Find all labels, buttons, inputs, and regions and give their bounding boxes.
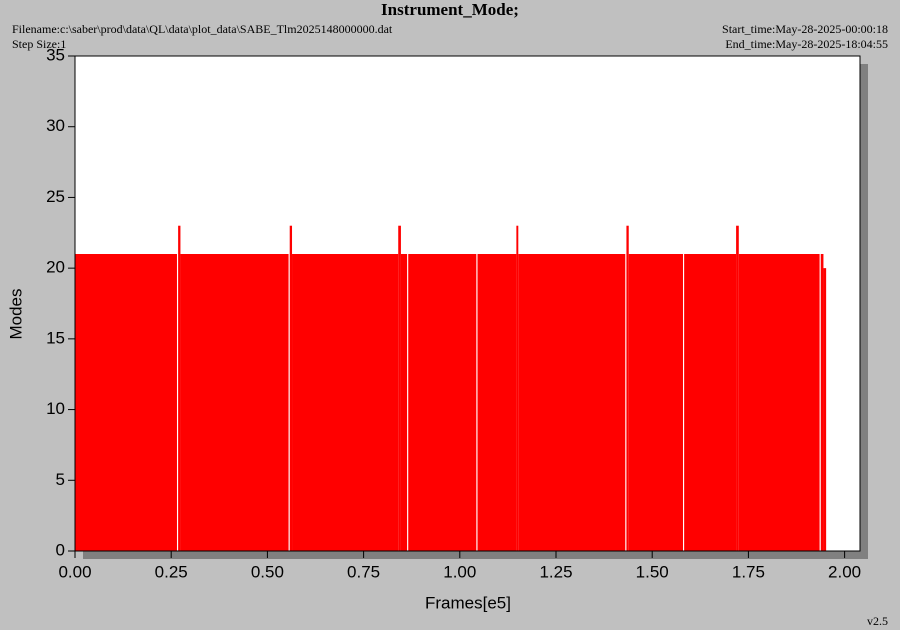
x-tick-label: 1.00: [443, 562, 476, 581]
x-tick-label: 2.00: [828, 562, 861, 581]
area-step: [398, 225, 401, 551]
area-step: [626, 225, 629, 551]
area-step: [292, 254, 399, 551]
x-tick-label: 1.25: [539, 562, 572, 581]
y-tick-label: 0: [56, 540, 65, 559]
y-tick-label: 5: [56, 470, 65, 489]
y-axis-label: Modes: [6, 288, 25, 339]
y-tick-label: 20: [46, 258, 65, 277]
y-tick-label: 25: [46, 187, 65, 206]
step-size: Step Size:1: [12, 37, 66, 51]
x-tick-label: 0.25: [155, 562, 188, 581]
version: v2.5: [867, 614, 888, 628]
y-tick-label: 35: [46, 45, 65, 64]
area-step: [738, 254, 820, 551]
end-time: End_time:May-28-2025-18:04:55: [725, 37, 888, 51]
area-step: [823, 268, 827, 551]
area-step: [820, 254, 824, 551]
x-axis-label: Frames[e5]: [425, 593, 511, 612]
y-tick-label: 30: [46, 116, 65, 135]
x-tick-label: 1.75: [732, 562, 765, 581]
area-step: [516, 225, 519, 551]
start-time: Start_time:May-28-2025-00:00:18: [722, 22, 888, 36]
x-tick-label: 1.50: [636, 562, 669, 581]
area-step: [180, 254, 289, 551]
x-tick-label: 0.75: [347, 562, 380, 581]
y-tick-label: 15: [46, 328, 65, 347]
area-step: [477, 254, 517, 551]
y-tick-label: 10: [46, 399, 65, 418]
area-step: [289, 225, 293, 551]
filename: Filename:c:\saber\prod\data\QL\data\plot…: [12, 22, 393, 36]
area-step: [75, 254, 177, 551]
area-step: [736, 225, 739, 551]
area-step: [684, 254, 737, 551]
area-step: [518, 254, 626, 551]
x-tick-label: 0.00: [58, 562, 91, 581]
area-step: [178, 225, 181, 551]
area-step: [408, 254, 477, 551]
area-step: [400, 254, 408, 551]
x-tick-label: 0.50: [251, 562, 284, 581]
chart-title: Instrument_Mode;: [381, 0, 519, 19]
area-step: [628, 254, 683, 551]
